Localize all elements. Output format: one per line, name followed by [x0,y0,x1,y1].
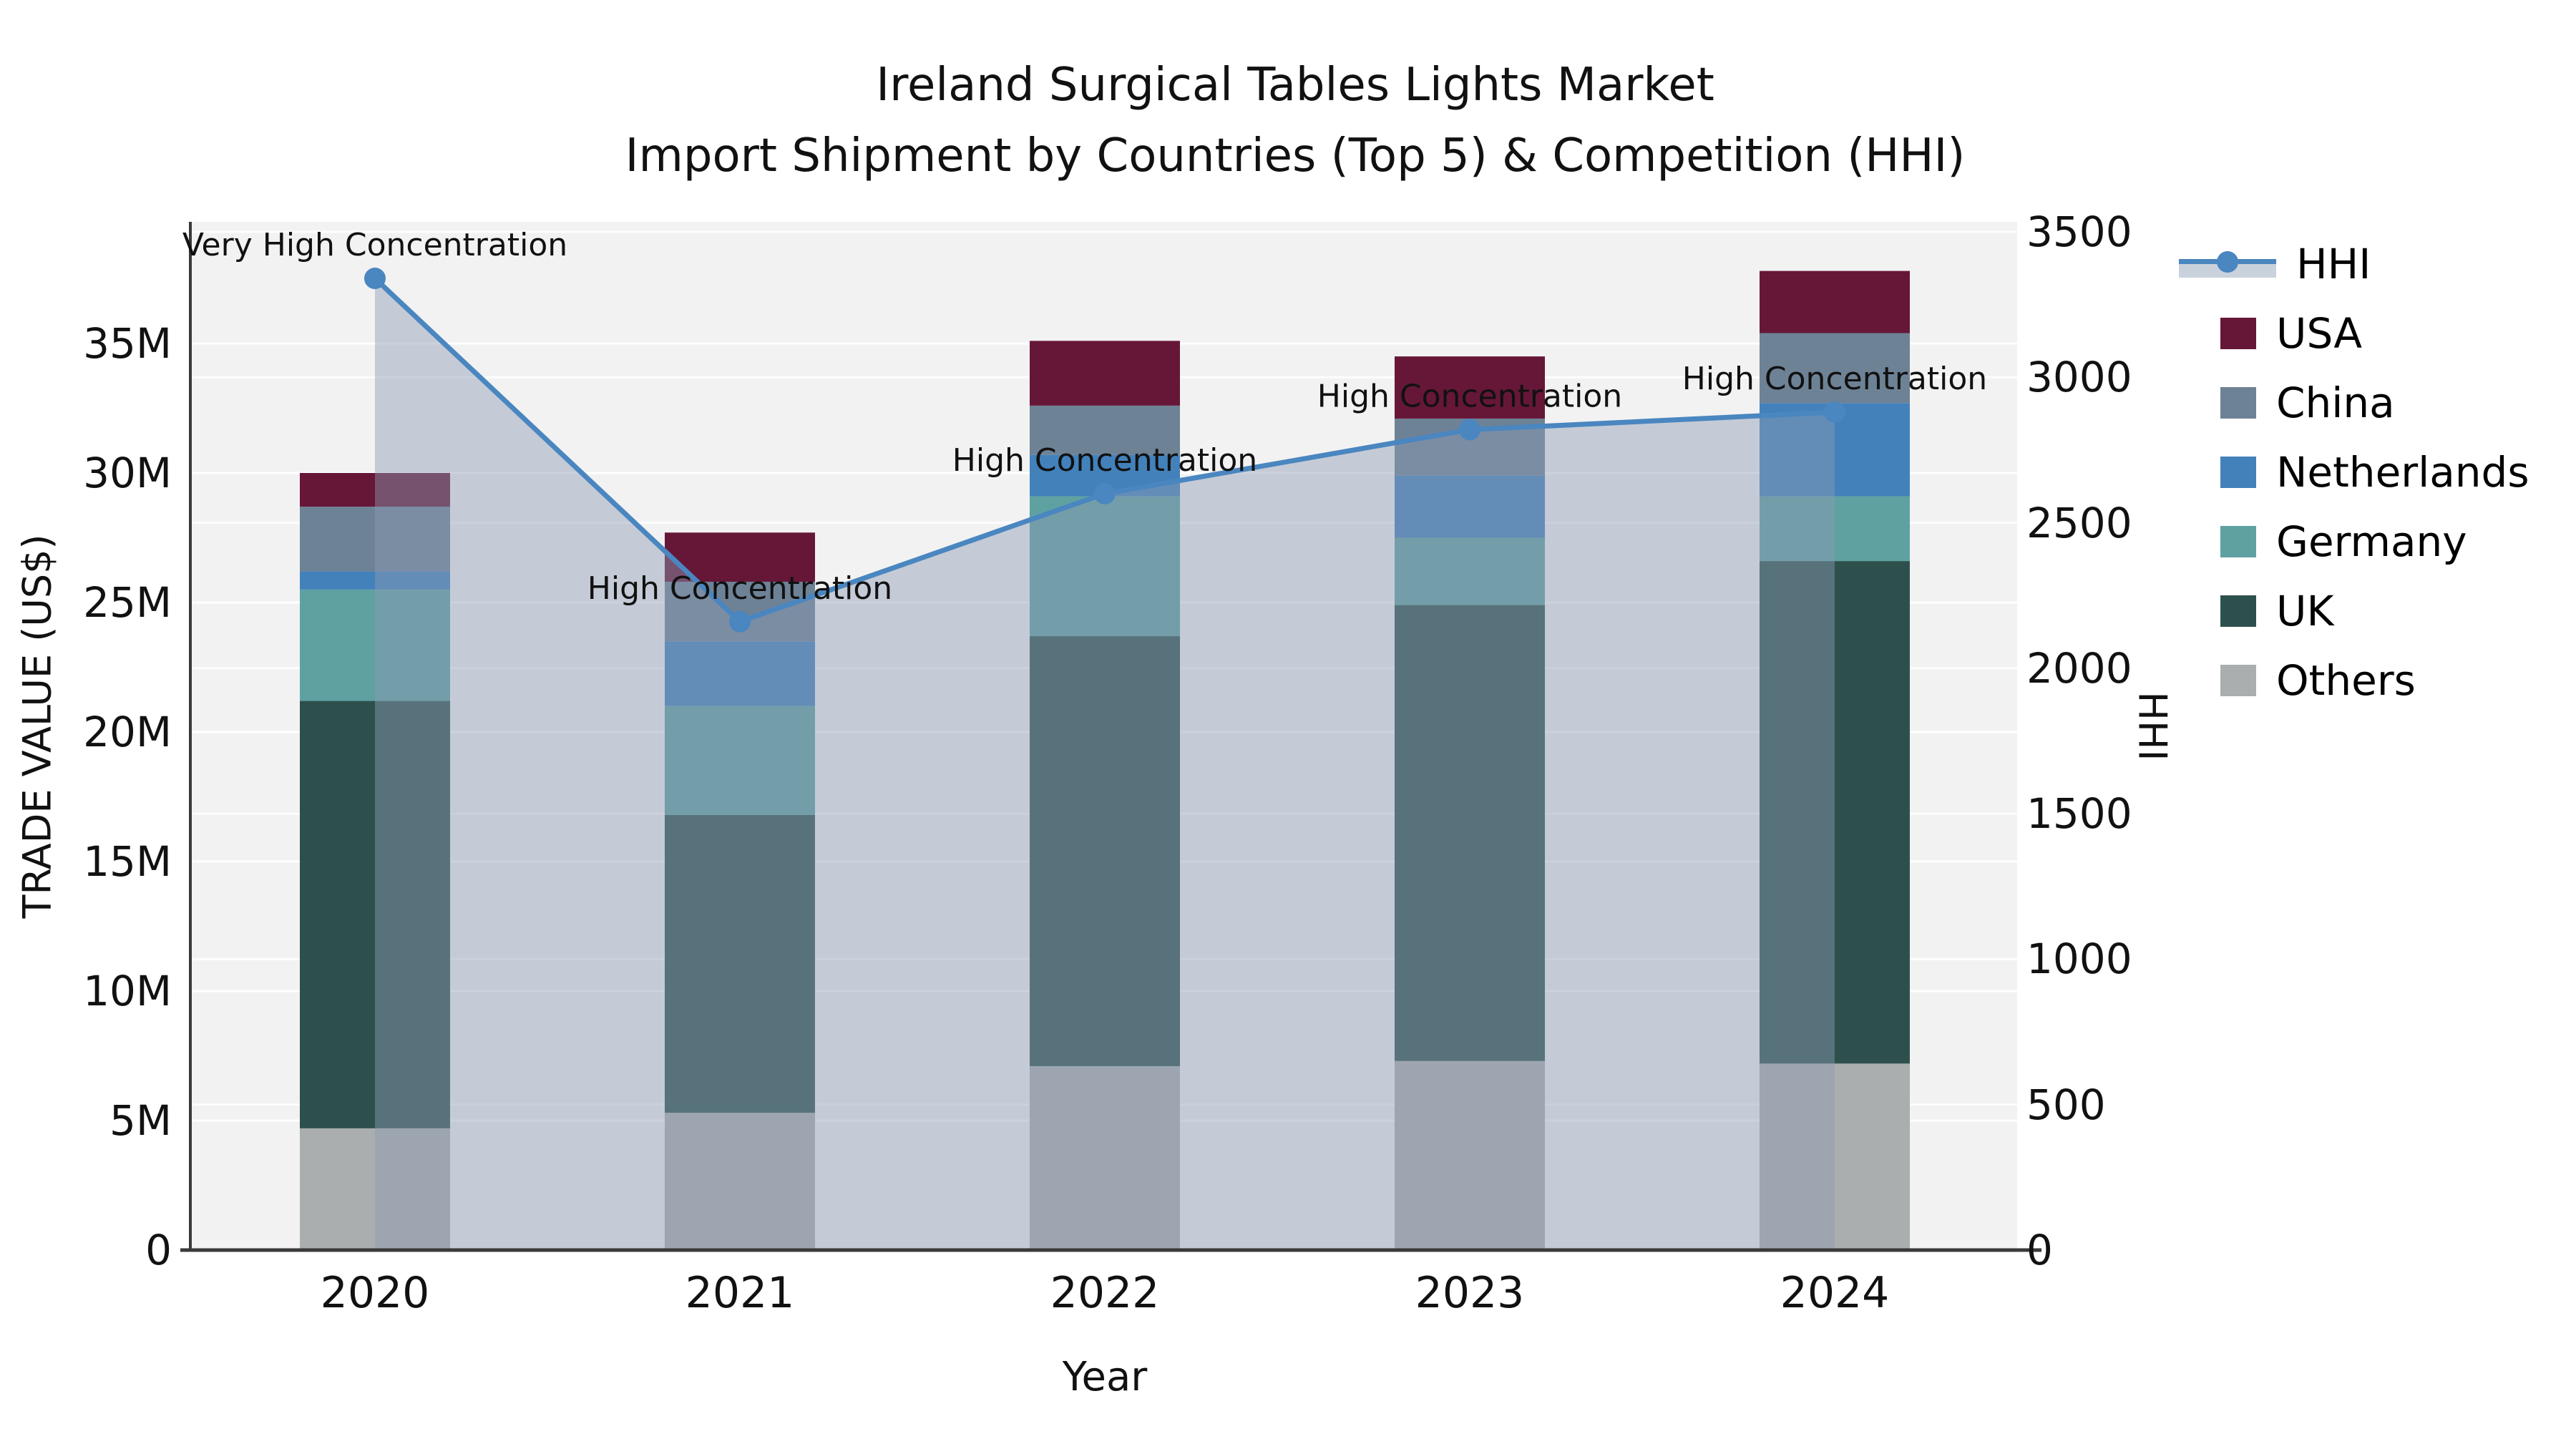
bar-segment-usa-2023 [1395,356,1545,419]
x-tick-2020: 2020 [320,1268,430,1318]
bar-segment-uk-2023 [1395,605,1545,1061]
legend-label: Others [2276,655,2416,705]
legend-item-uk: UK [2179,576,2529,645]
y-left-tick-10M: 10M [83,967,172,1015]
legend-label: China [2276,378,2395,427]
bar-segment-usa-2020 [300,473,450,507]
y-right-tick-1000: 1000 [2026,935,2132,984]
bar-segment-usa-2024 [1760,270,1910,333]
y-right-tick-2000: 2000 [2026,643,2132,693]
bar-segment-germany-2022 [1030,496,1180,637]
annotation-2023: High Concentration [1317,378,1622,414]
legend-color-swatch-icon [2220,456,2256,488]
y-right-tick-1500: 1500 [2026,789,2132,839]
bar-segment-others-2024 [1760,1063,1910,1250]
bar-segment-germany-2020 [300,589,450,701]
legend-color-swatch-icon [2220,664,2256,696]
y-right-tick-3000: 3000 [2026,353,2132,402]
hhi-marker-2021 [729,610,751,633]
y-left-tick-30M: 30M [83,449,172,497]
legend-item-germany: Germany [2179,507,2529,576]
x-tick-2022: 2022 [1050,1268,1160,1318]
y-left-tick-15M: 15M [83,837,172,886]
annotation-2020: Very High Concentration [182,227,567,263]
hhi-marker-2020 [364,268,386,290]
bar-segment-china-2020 [300,507,450,572]
y-left-tick-5M: 5M [109,1096,172,1145]
annotation-2021: High Concentration [587,570,892,607]
bar-segment-netherlands-2021 [665,641,815,706]
legend-label: HHI [2296,239,2371,288]
hhi-marker-2024 [1824,401,1845,424]
y-left-tick-25M: 25M [83,578,172,627]
annotation-2024: High Concentration [1682,361,1987,397]
bar-segment-usa-2022 [1030,341,1180,406]
legend-label: USA [2276,308,2363,358]
bar-segment-others-2020 [300,1128,450,1250]
legend-label: UK [2276,586,2334,635]
legend-color-swatch-icon [2220,386,2256,419]
y-right-tick-0: 0 [2026,1226,2053,1274]
bar-segment-germany-2021 [665,706,815,815]
bar-segment-others-2022 [1030,1065,1180,1250]
hhi-line-swatch-icon [2179,247,2276,281]
y-right-tick-2500: 2500 [2026,498,2132,547]
y-right-tick-500: 500 [2026,1080,2106,1129]
title-line-1: Ireland Surgical Tables Lights Market [876,59,1714,112]
legend-item-usa: USA [2179,298,2529,368]
bar-segment-others-2021 [665,1113,815,1250]
bar-segment-germany-2023 [1395,537,1545,605]
annotation-2022: High Concentration [952,442,1257,479]
legend-color-swatch-icon [2220,317,2256,349]
hhi-area-fill [375,278,1835,1251]
legend-color-swatch-icon [2220,595,2256,627]
y-right-tick-3500: 3500 [2026,208,2132,256]
legend-item-china: China [2179,368,2529,437]
x-axis-title: Year [1062,1354,1148,1400]
bar-segment-uk-2024 [1760,561,1910,1064]
bar-segment-netherlands-2023 [1395,475,1545,538]
bar-segment-uk-2021 [665,814,815,1113]
legend-item-hhi: HHI [2179,229,2529,298]
y-left-tick-0: 0 [145,1226,172,1274]
x-tick-2023: 2023 [1415,1268,1525,1318]
page-title: Ireland Surgical Tables Lights Market Im… [401,50,2190,192]
legend-label: Germany [2276,517,2467,566]
legend-label: Netherlands [2276,447,2529,497]
legend-color-swatch-icon [2220,525,2256,557]
legend-item-netherlands: Netherlands [2179,437,2529,507]
y-left-tick-20M: 20M [83,708,172,756]
bar-segment-netherlands-2020 [300,571,450,590]
bar-segment-china-2024 [1760,333,1910,404]
bar-segment-germany-2024 [1760,496,1910,562]
x-tick-2024: 2024 [1780,1268,1890,1318]
hhi-marker-2022 [1094,482,1116,504]
hhi-marker-2023 [1459,419,1480,441]
x-tick-2021: 2021 [685,1268,795,1318]
y-right-axis-title: HHI [2129,691,2175,761]
bar-segment-china-2022 [1030,405,1180,455]
bar-segment-uk-2022 [1030,636,1180,1066]
bar-segment-others-2023 [1395,1060,1545,1250]
legend-item-others: Others [2179,645,2529,715]
legend: HHI USA China Netherlands Germany UK Others [2179,229,2529,715]
y-left-tick-35M: 35M [83,319,172,368]
bar-segment-uk-2020 [300,701,450,1128]
title-line-2: Import Shipment by Countries (Top 5) & C… [625,130,1966,182]
